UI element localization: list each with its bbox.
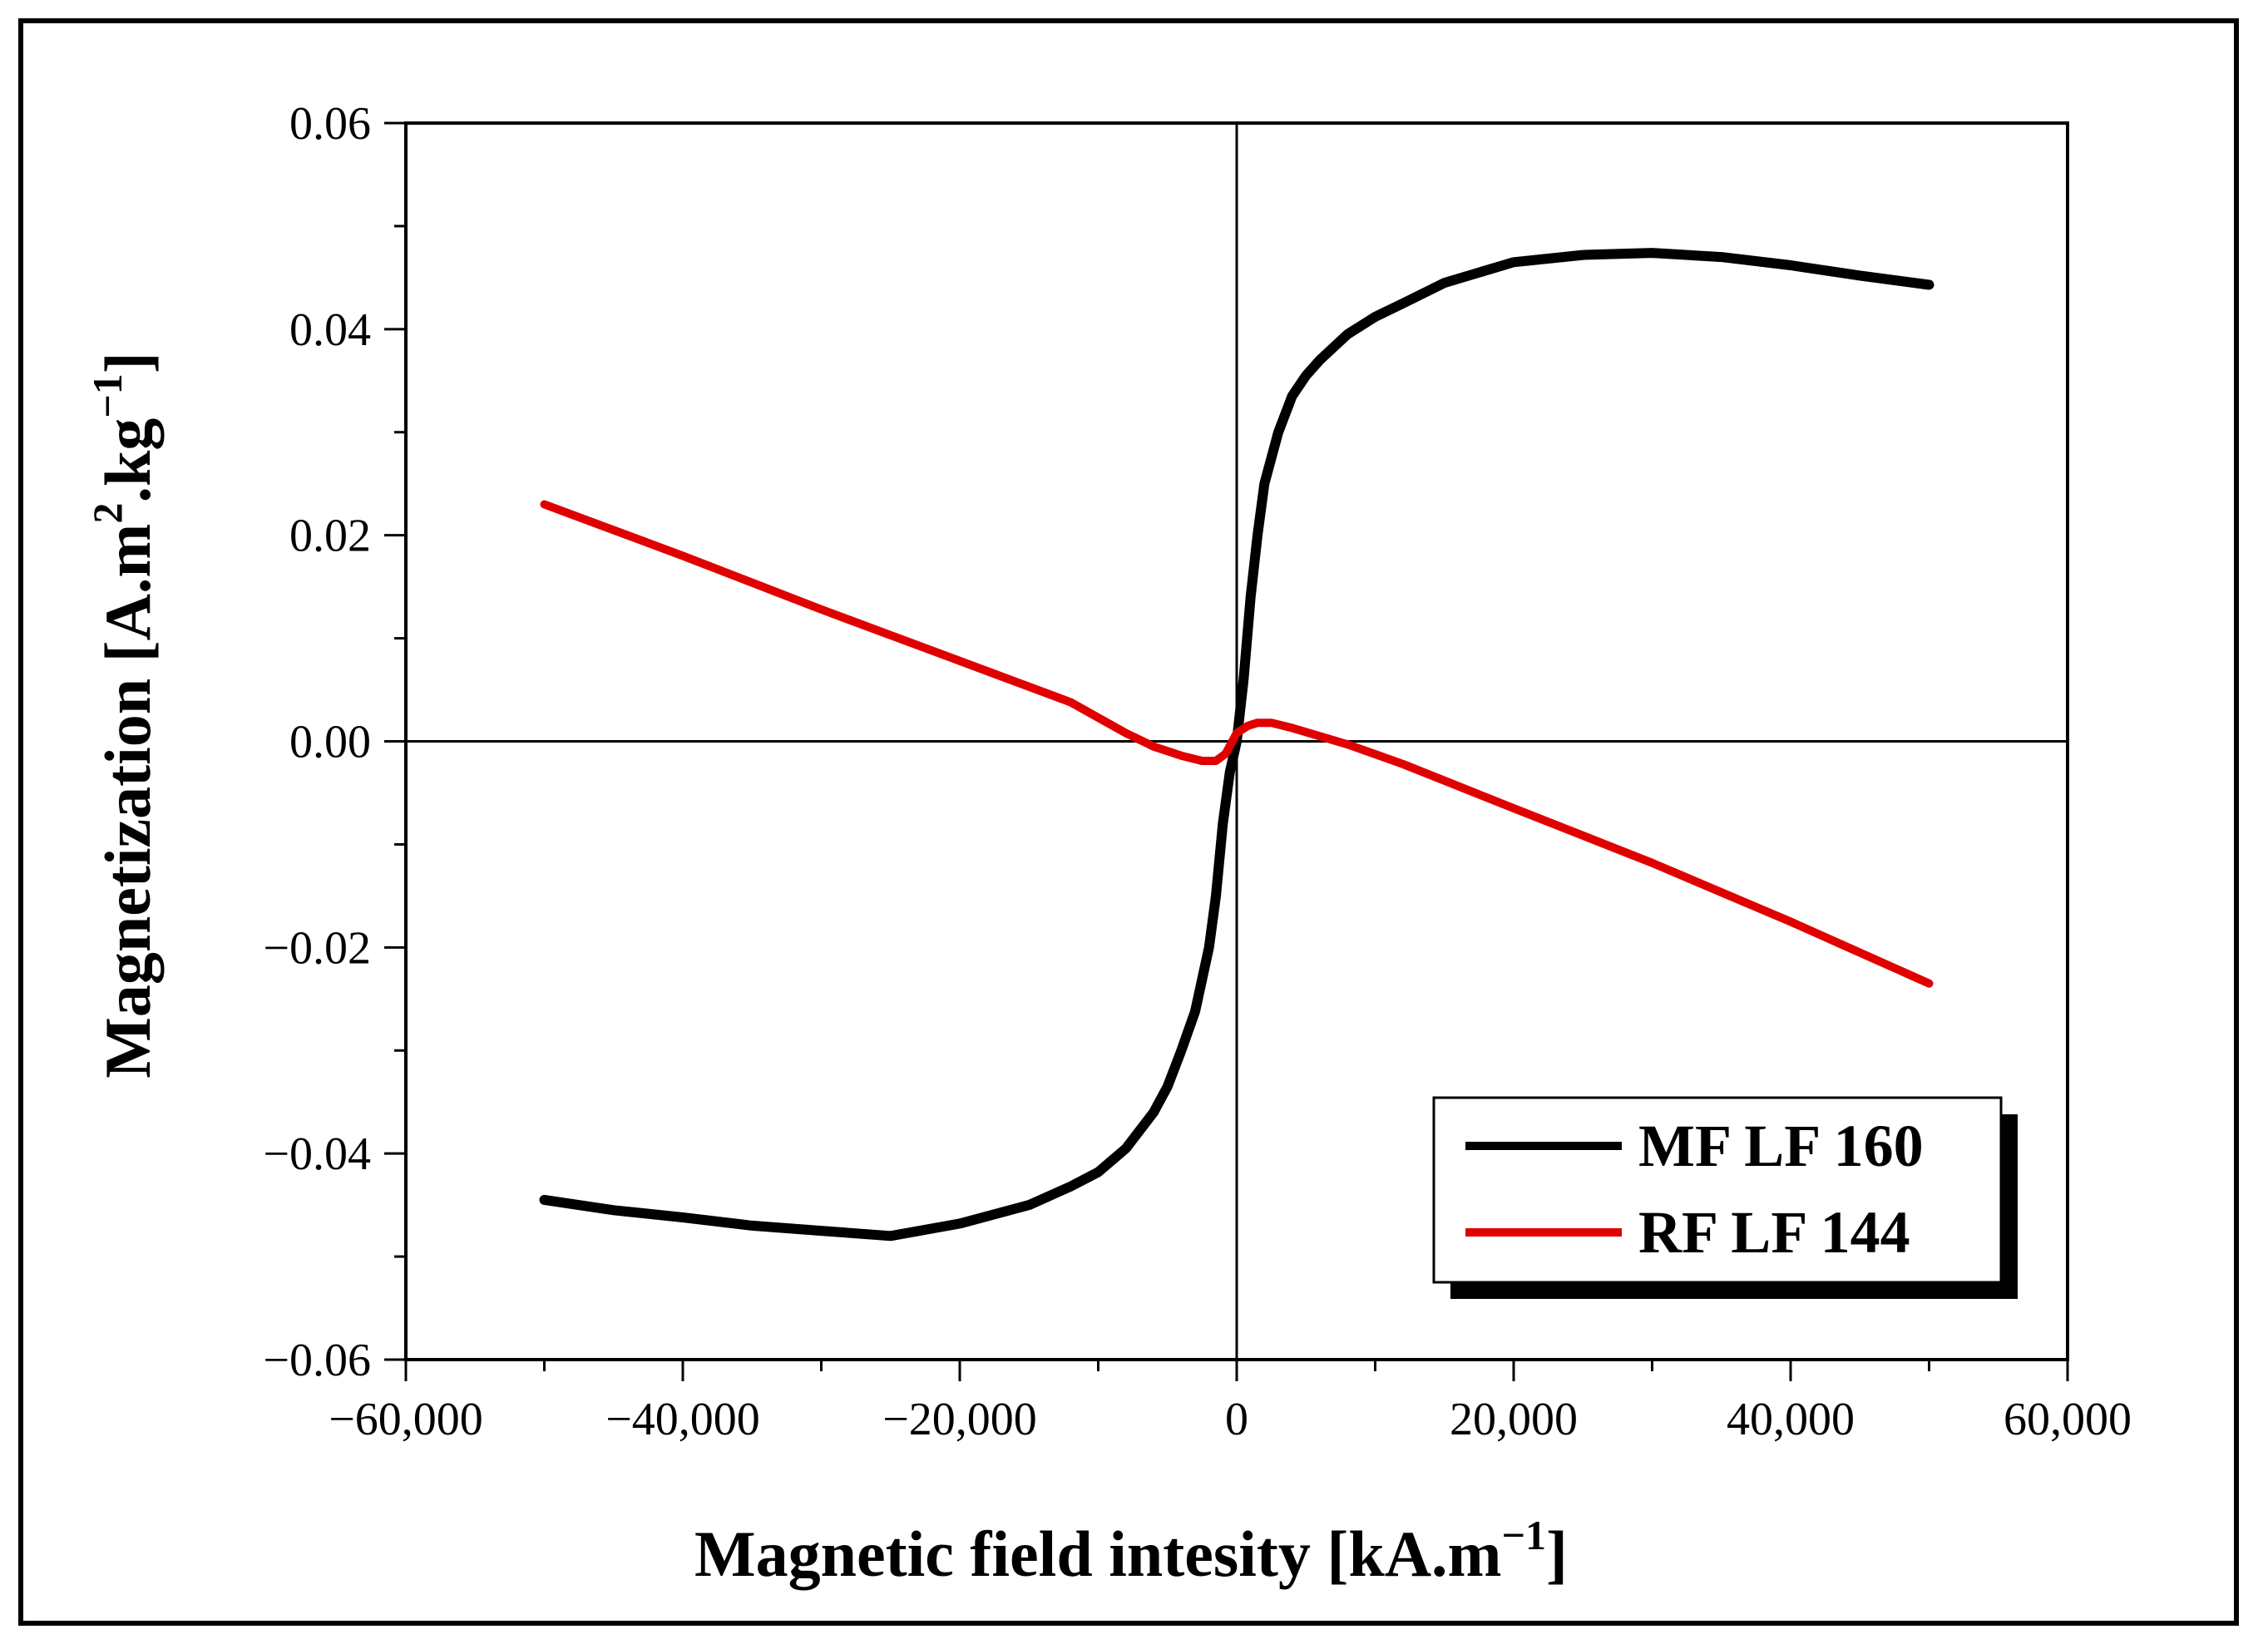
y-tick-label: 0.04: [289, 304, 371, 356]
x-tick-label: 20,000: [1450, 1394, 1578, 1445]
axis-tick-labels: −60,000 −40,000 −20,000 0 20,000 40,000 60,000…: [263, 98, 2132, 1445]
y-tick-label: 0.00: [289, 717, 371, 768]
y-axis-title: Magnetization [A.m2.kg−1]: [84, 352, 164, 1079]
data-series: [539, 248, 1934, 1242]
y-tick-label: −0.06: [263, 1335, 371, 1386]
x-axis-title-close: ]: [1546, 1518, 1568, 1590]
x-axis-title: Magnetic field intesity [kA.m−1]: [694, 1512, 1568, 1590]
x-axis-title-superscript: −1: [1502, 1512, 1547, 1558]
y-tick-label: 0.02: [289, 511, 371, 562]
x-tick-label: 60,000: [2004, 1394, 2132, 1445]
y-tick-label: −0.02: [263, 922, 371, 974]
legend-label-mf-lf-160: MF LF 160: [1638, 1113, 1924, 1179]
y-axis-title-sup2: −1: [84, 373, 131, 418]
x-tick-label: −20,000: [882, 1394, 1037, 1445]
y-tick-label: 0.06: [289, 98, 371, 150]
x-tick-label: 0: [1225, 1394, 1248, 1445]
axis-ticks: [384, 121, 2069, 1381]
series-line-rf-lf-144: [540, 500, 1934, 988]
y-tick-label: −0.04: [263, 1128, 371, 1180]
y-axis-title-close: ]: [91, 352, 164, 373]
legend-box: [1432, 1096, 2003, 1284]
y-axis-title-sup1: 2: [84, 503, 131, 524]
x-tick-label: −40,000: [605, 1394, 760, 1445]
x-tick-label: 40,000: [1727, 1394, 1855, 1445]
figure-frame: [18, 18, 2239, 1626]
x-tick-label: −60,000: [329, 1394, 483, 1445]
legend-label-rf-lf-144: RF LF 144: [1638, 1199, 1910, 1266]
legend: MF LF 160 RF LF 144: [1432, 1096, 2018, 1299]
x-axis-title-main: Magnetic field intesity [kA.m: [694, 1518, 1502, 1590]
y-axis-title-main: Magnetization [A.m: [91, 524, 164, 1079]
y-axis-title-mid: .kg: [91, 418, 164, 503]
